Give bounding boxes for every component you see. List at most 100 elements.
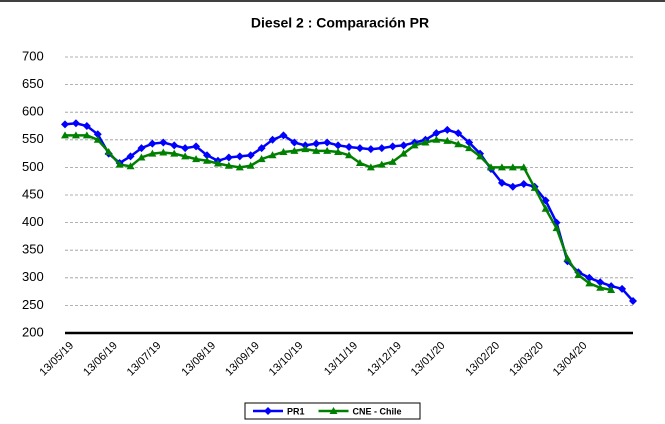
- marker: [279, 131, 288, 140]
- x-tick-label: 13/07/19: [125, 340, 164, 379]
- x-tick-label: 13/03/20: [507, 340, 546, 379]
- legend-label: PR1: [287, 406, 305, 416]
- x-tick-label: 13/05/19: [37, 340, 76, 379]
- marker: [290, 146, 299, 154]
- marker: [137, 144, 146, 153]
- marker: [355, 144, 364, 153]
- marker: [508, 163, 517, 171]
- marker: [476, 152, 485, 160]
- marker: [377, 144, 386, 153]
- marker: [181, 152, 190, 160]
- marker: [552, 224, 561, 232]
- marker: [115, 160, 124, 168]
- marker: [443, 136, 452, 144]
- marker: [508, 182, 517, 191]
- marker: [432, 129, 441, 138]
- x-tick-label: 13/09/19: [223, 340, 262, 379]
- marker: [126, 152, 135, 161]
- marker: [235, 163, 244, 171]
- x-tick-label: 13/01/20: [409, 340, 448, 379]
- marker: [388, 157, 397, 165]
- x-tick-label: 13/06/19: [81, 340, 120, 379]
- marker: [443, 125, 452, 134]
- marker: [192, 155, 201, 163]
- marker: [61, 120, 69, 129]
- marker: [104, 147, 113, 155]
- marker: [519, 179, 528, 188]
- marker: [585, 273, 594, 282]
- marker: [82, 122, 91, 130]
- marker: [148, 139, 157, 148]
- x-tick-label: 13/08/19: [179, 340, 218, 379]
- marker: [345, 151, 353, 159]
- marker: [137, 153, 146, 161]
- marker: [159, 138, 168, 147]
- marker: [541, 204, 550, 212]
- chart-title: Diesel 2 : Comparación PR: [251, 15, 429, 31]
- marker: [159, 148, 168, 156]
- marker: [596, 283, 605, 291]
- marker: [279, 147, 288, 155]
- marker: [629, 296, 637, 305]
- marker: [93, 135, 102, 143]
- marker: [148, 149, 157, 157]
- marker: [82, 131, 91, 139]
- marker: [345, 142, 353, 151]
- marker: [487, 163, 495, 171]
- y-tick-label: 250: [22, 297, 44, 312]
- marker: [519, 163, 528, 171]
- marker: [563, 254, 572, 262]
- marker: [235, 152, 244, 161]
- x-tick-label: 13/12/19: [365, 340, 404, 379]
- marker: [203, 151, 211, 160]
- marker: [454, 140, 463, 148]
- marker: [454, 129, 463, 138]
- marker: [596, 278, 605, 287]
- marker: [607, 285, 616, 293]
- marker: [388, 142, 397, 151]
- marker: [377, 160, 386, 168]
- y-tick-label: 700: [22, 48, 44, 63]
- marker: [246, 161, 255, 169]
- series-line: [65, 134, 612, 292]
- marker: [497, 178, 506, 187]
- y-tick-label: 500: [22, 159, 44, 174]
- y-tick-label: 550: [22, 131, 44, 146]
- marker: [71, 119, 80, 128]
- legend-label: CNE - Chile: [353, 406, 402, 416]
- marker: [126, 162, 135, 170]
- marker: [290, 138, 299, 147]
- marker: [312, 139, 321, 148]
- marker: [574, 271, 583, 279]
- marker: [71, 131, 80, 139]
- marker: [192, 142, 201, 151]
- marker: [421, 138, 430, 146]
- marker: [213, 159, 222, 167]
- y-tick-label: 200: [22, 324, 44, 339]
- legend-marker: [329, 407, 338, 414]
- marker: [399, 149, 408, 157]
- marker: [257, 144, 266, 153]
- marker: [497, 163, 506, 171]
- legend-marker: [264, 407, 272, 415]
- marker: [203, 156, 211, 164]
- marker: [181, 144, 190, 153]
- marker: [366, 163, 375, 171]
- marker: [323, 138, 332, 147]
- marker: [465, 144, 474, 152]
- marker: [334, 147, 343, 155]
- marker: [170, 149, 179, 157]
- marker: [224, 161, 233, 169]
- marker: [170, 141, 179, 150]
- marker: [268, 151, 277, 159]
- marker: [465, 138, 474, 147]
- marker: [410, 141, 419, 149]
- x-tick-label: 13/10/19: [267, 340, 306, 379]
- y-tick-label: 400: [22, 214, 44, 229]
- marker: [246, 151, 255, 160]
- y-tick-label: 350: [22, 242, 44, 257]
- marker: [432, 135, 441, 143]
- x-tick-label: 13/04/20: [551, 340, 590, 379]
- marker: [93, 130, 102, 139]
- marker: [366, 145, 375, 154]
